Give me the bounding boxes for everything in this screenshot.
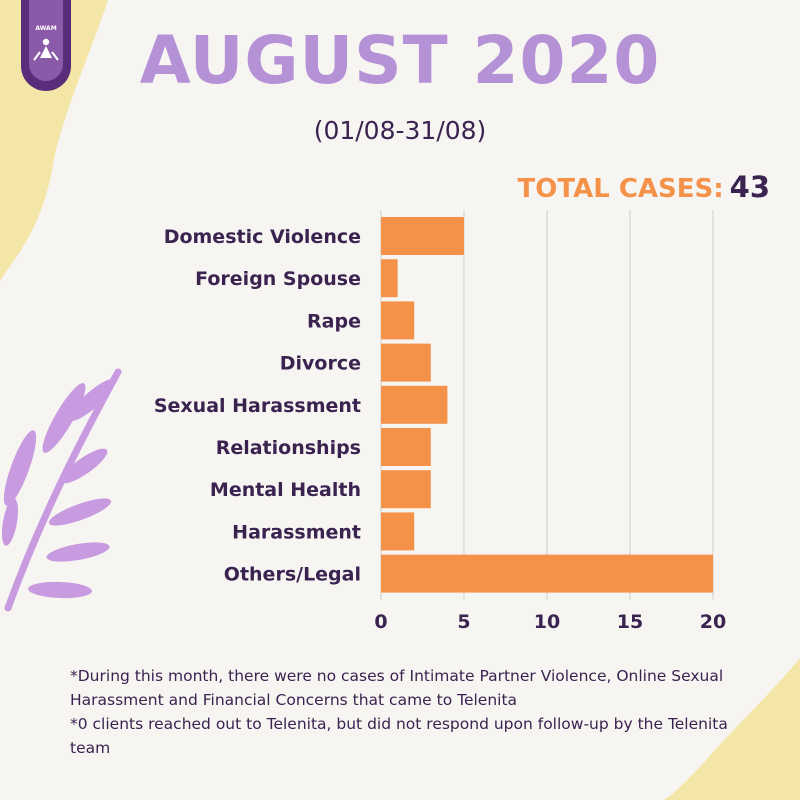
bar xyxy=(381,554,713,593)
chart-bars xyxy=(381,217,713,593)
x-tick-label: 0 xyxy=(374,611,387,633)
total-cases: TOTAL CASES: 43 xyxy=(518,170,770,204)
bar xyxy=(381,343,431,382)
category-label: Rape xyxy=(307,310,361,332)
bar xyxy=(381,217,464,255)
category-label: Foreign Spouse xyxy=(195,268,361,290)
total-cases-label: TOTAL CASES: xyxy=(517,174,724,204)
bar xyxy=(381,301,415,340)
category-label: Mental Health xyxy=(210,479,361,501)
bar xyxy=(381,470,431,509)
category-label: Sexual Harassment xyxy=(154,395,361,417)
date-range: (01/08-31/08) xyxy=(313,116,487,145)
x-axis-ticks: 0 5 10 15 20 xyxy=(374,611,726,633)
category-labels: Domestic Violence Foreign Spouse Rape Divor… xyxy=(154,226,361,586)
x-tick-label: 10 xyxy=(534,611,560,633)
bar xyxy=(381,385,448,424)
total-cases-value: 43 xyxy=(729,170,770,204)
footnote-1: *During this month, there were no cases … xyxy=(70,667,724,709)
category-label: Others/Legal xyxy=(224,564,361,586)
footnotes: *During this month, there were no cases … xyxy=(70,664,750,760)
bar xyxy=(381,512,415,551)
page-title: AUGUST 2020 xyxy=(139,22,661,99)
category-label: Domestic Violence xyxy=(164,226,361,248)
category-label: Relationships xyxy=(216,437,361,459)
bar xyxy=(381,259,398,298)
leaf-branch-icon xyxy=(1,368,122,612)
footnote-2: *0 clients reached out to Telenita, but … xyxy=(70,715,728,757)
category-label: Harassment xyxy=(232,521,361,543)
x-tick-label: 20 xyxy=(700,611,726,633)
category-label: Divorce xyxy=(280,353,361,375)
x-tick-label: 15 xyxy=(617,611,643,633)
logo-center-text: AWAM xyxy=(35,25,56,32)
yellow-blob-bottom-right xyxy=(664,658,800,800)
awam-logo: AWAM xyxy=(21,0,71,91)
bar xyxy=(381,428,431,466)
logo-figure-icon xyxy=(33,38,59,61)
x-tick-label: 5 xyxy=(457,611,470,633)
